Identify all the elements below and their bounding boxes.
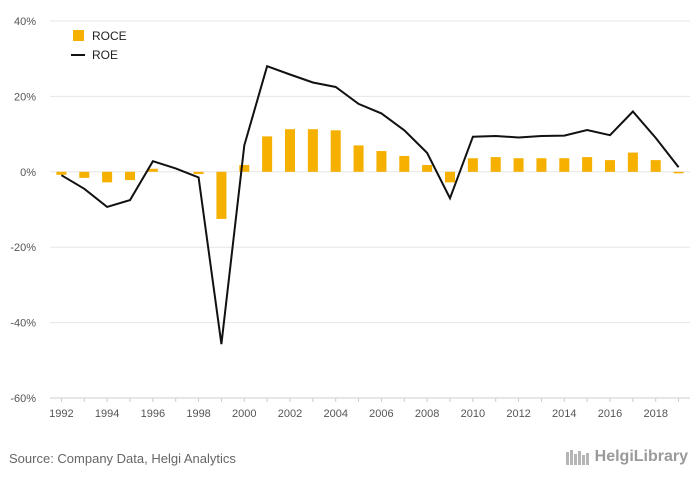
y-tick-label: -60% [10, 393, 36, 405]
bar-roce [673, 171, 684, 174]
x-tick-label: 2004 [323, 408, 347, 420]
x-tick-label: 2010 [461, 408, 485, 420]
chart: 40% 20% 0% -20% -40% -60% 1992 1994 1996 1998 200… [10, 16, 690, 420]
y-tick-label: 40% [14, 16, 36, 28]
bar-roce [285, 129, 295, 172]
x-tick-label: 2016 [598, 408, 622, 420]
bar-roce [490, 157, 501, 172]
bar-roce [262, 136, 273, 172]
bar-roce [56, 171, 67, 175]
y-tick-label: 20% [14, 91, 36, 103]
bar-roce [650, 160, 661, 172]
brand: HelgiLibrary [565, 448, 688, 466]
gridlines [50, 20, 690, 399]
bar-roce [216, 171, 227, 219]
x-tick-label: 2014 [552, 408, 576, 420]
x-tick-label: 1998 [186, 408, 210, 420]
bar-roce [559, 158, 570, 172]
brand-name: HelgiLibrary [594, 448, 688, 465]
x-tick-label: 2002 [278, 408, 302, 420]
roe-line-group [60, 64, 680, 345]
y-tick-label: 0% [20, 167, 36, 179]
x-tick-label: 2012 [506, 408, 530, 420]
legend-swatch-roce [73, 30, 84, 41]
bar-roce [582, 157, 593, 172]
bar-roce [307, 129, 318, 172]
library-icon [565, 450, 589, 465]
bar-roce [330, 130, 341, 172]
roe-line [60, 64, 680, 345]
bar-roce [513, 158, 524, 172]
x-tick-label: 2006 [369, 408, 393, 420]
bar-roce [239, 165, 250, 172]
bar-roce [79, 171, 90, 178]
source-note: Source: Company Data, Helgi Analytics [9, 451, 236, 466]
bar-roce [536, 158, 547, 172]
y-tick-label: -20% [10, 242, 36, 254]
x-tick-label: 1996 [141, 408, 165, 420]
y-tick-label: -40% [10, 318, 36, 330]
x-tick-label: 1992 [49, 408, 73, 420]
bar-roce [193, 171, 204, 175]
legend: ROCE ROE [71, 29, 127, 62]
x-tick-label: 2000 [232, 408, 256, 420]
bar-roce [376, 151, 387, 172]
x-axis: 1992 1994 1996 1998 2000 2002 2004 2006 2008 2010… [49, 397, 690, 420]
bar-roce [353, 145, 364, 172]
bar-roce [467, 158, 478, 172]
bar-roce [605, 160, 615, 172]
legend-label-roce: ROCE [92, 29, 127, 43]
bar-roce [445, 171, 455, 183]
bar-roce [147, 168, 158, 172]
y-axis: 40% 20% 0% -20% -40% -60% [10, 16, 36, 405]
x-tick-label: 2018 [643, 408, 667, 420]
bar-roce [422, 165, 433, 172]
bar-roce [102, 171, 113, 183]
bar-roce [399, 155, 410, 172]
bar-roce [627, 152, 638, 172]
bar-roce [125, 171, 135, 181]
legend-label-roe: ROE [92, 48, 118, 62]
roce-bars [56, 129, 684, 219]
x-tick-label: 2008 [415, 408, 439, 420]
footer: Source: Company Data, Helgi Analytics He… [0, 432, 700, 483]
x-tick-label: 1994 [95, 408, 119, 420]
